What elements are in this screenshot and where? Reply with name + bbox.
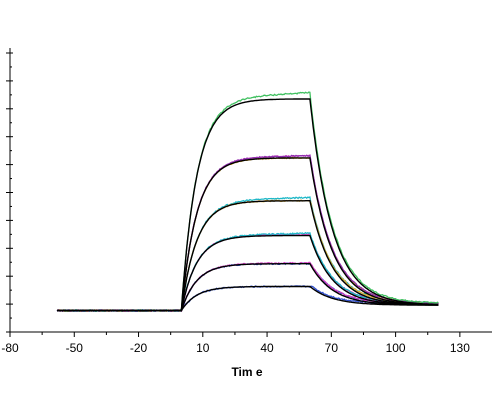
x-tick-label: -80 bbox=[1, 341, 19, 355]
x-tick-label: -20 bbox=[130, 341, 148, 355]
x-tick-label: -50 bbox=[66, 341, 84, 355]
x-axis-title: Tim e bbox=[231, 365, 262, 379]
data-curve bbox=[57, 196, 439, 313]
fit-curve bbox=[57, 157, 439, 312]
data-curve bbox=[56, 156, 439, 313]
fit-curve bbox=[57, 98, 439, 312]
tick-labels: -80 -50 -20 10 40 70 100 130 bbox=[1, 341, 470, 355]
axes bbox=[6, 48, 492, 337]
x-tick-label: 40 bbox=[260, 341, 274, 355]
x-tick-label: 100 bbox=[386, 341, 406, 355]
x-tick-label: 10 bbox=[196, 341, 210, 355]
x-tick-label: 70 bbox=[325, 341, 339, 355]
fit-curves bbox=[57, 98, 439, 312]
x-tick-label: 130 bbox=[450, 341, 470, 355]
data-curve bbox=[56, 154, 439, 313]
data-curve bbox=[56, 154, 439, 313]
fit-curve bbox=[57, 200, 439, 312]
